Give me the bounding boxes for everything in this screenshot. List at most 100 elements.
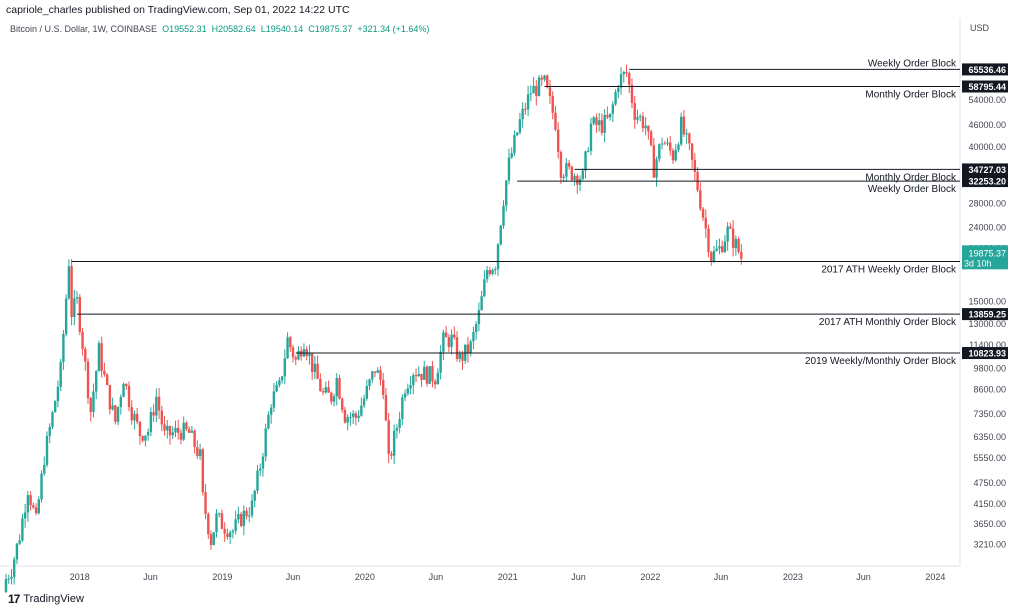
candle-body xyxy=(371,371,374,380)
candle-body xyxy=(737,238,740,252)
currency-label: USD xyxy=(970,23,990,33)
candle-body xyxy=(718,246,721,249)
tradingview-footer[interactable]: 17 TradingView xyxy=(8,592,84,606)
x-tick-label: 2023 xyxy=(783,572,803,582)
y-tick-label: 24000.00 xyxy=(968,223,1006,233)
candle-body xyxy=(636,117,639,120)
candle-body xyxy=(529,93,533,95)
candle-body xyxy=(715,248,718,251)
candle-body xyxy=(630,84,634,104)
candle-body xyxy=(365,385,369,399)
candle-body xyxy=(231,531,235,533)
candle-body xyxy=(157,396,161,411)
candle-body xyxy=(507,157,511,181)
candle-body xyxy=(116,406,120,422)
candle-body xyxy=(729,226,732,229)
order-block-label: 2017 ATH Monthly Order Block xyxy=(819,317,957,328)
price-change: +321.34 (+1.64%) xyxy=(357,24,430,34)
candle-body xyxy=(338,378,341,399)
candle-body xyxy=(458,353,461,359)
candle-body xyxy=(259,468,262,471)
x-tick-label: 2018 xyxy=(70,572,90,582)
order-block-label: 2017 ATH Weekly Order Block xyxy=(821,264,957,275)
last-price-badge xyxy=(962,245,1008,270)
candle-body xyxy=(40,473,43,500)
candle-body xyxy=(95,371,98,392)
candle-body xyxy=(23,512,27,519)
candle-body xyxy=(406,388,410,394)
countdown-label: 3d 10h xyxy=(964,258,992,268)
candle-body xyxy=(51,412,54,428)
candle-body xyxy=(291,347,295,358)
candle-body xyxy=(330,392,333,402)
candle-body xyxy=(21,518,24,541)
candle-body xyxy=(45,435,49,465)
candle-body xyxy=(655,159,658,178)
candle-body xyxy=(256,470,259,491)
candle-body xyxy=(250,500,254,516)
candle-body xyxy=(608,113,612,118)
candle-body xyxy=(308,353,311,357)
candle-body xyxy=(351,413,355,417)
candle-body xyxy=(480,296,483,311)
candle-body xyxy=(218,513,221,515)
candle-body xyxy=(554,112,557,130)
candle-body xyxy=(267,414,270,429)
candle-body xyxy=(567,163,571,167)
candle-body xyxy=(384,395,388,421)
order-block-label: 2019 Weekly/Monthly Order Block xyxy=(805,356,957,367)
y-tick-label: 28000.00 xyxy=(968,198,1006,208)
y-tick-label: 15000.00 xyxy=(968,297,1006,307)
y-tick-label: 8600.00 xyxy=(973,384,1006,394)
candle-body xyxy=(59,361,62,387)
candle-body xyxy=(264,428,267,457)
tradingview-brand: TradingView xyxy=(23,593,84,605)
candle-body xyxy=(294,357,297,360)
candle-body xyxy=(48,427,51,436)
candle-body xyxy=(499,225,502,245)
candle-body xyxy=(535,85,538,96)
candle-body xyxy=(108,384,112,410)
price-badge-label: 65536.46 xyxy=(968,65,1006,75)
candle-body xyxy=(155,396,158,416)
candle-body xyxy=(671,150,675,161)
candle-body xyxy=(450,334,453,348)
ohlc-low: L19540.14 xyxy=(260,24,304,34)
price-badge xyxy=(962,175,1008,188)
candle-body xyxy=(119,397,123,407)
candle-body xyxy=(97,343,101,372)
candle-body xyxy=(56,386,60,402)
candle-body xyxy=(510,153,513,158)
candle-body xyxy=(543,75,546,80)
candle-body xyxy=(341,398,344,410)
candle-body xyxy=(669,142,672,151)
candle-body xyxy=(368,379,371,386)
candle-body xyxy=(362,398,366,406)
candle-body xyxy=(677,144,680,150)
symbol-name[interactable]: Bitcoin / U.S. Dollar, 1W, COINBASE xyxy=(10,24,158,34)
candle-body xyxy=(100,343,103,371)
candle-body xyxy=(149,412,153,433)
candle-body xyxy=(707,228,710,253)
candle-body xyxy=(343,409,347,423)
ohlc-open: O19552.31 xyxy=(162,24,207,34)
candle-body xyxy=(401,397,404,420)
candle-body xyxy=(335,378,338,397)
y-tick-label: 40000.00 xyxy=(968,142,1006,152)
candle-body xyxy=(327,387,330,393)
price-badge xyxy=(962,308,1008,321)
candle-body xyxy=(502,205,505,226)
candle-body xyxy=(187,429,191,433)
candle-body xyxy=(321,391,325,393)
candle-body xyxy=(526,94,530,110)
y-tick-label: 3650.00 xyxy=(973,519,1006,529)
candle-body xyxy=(346,417,349,423)
candle-body xyxy=(373,371,377,373)
candle-body xyxy=(423,366,426,380)
candle-body xyxy=(196,447,199,457)
x-tick-label: Jun xyxy=(856,572,871,582)
candle-body xyxy=(466,344,470,354)
candle-body xyxy=(398,419,401,428)
candle-body xyxy=(595,117,598,125)
